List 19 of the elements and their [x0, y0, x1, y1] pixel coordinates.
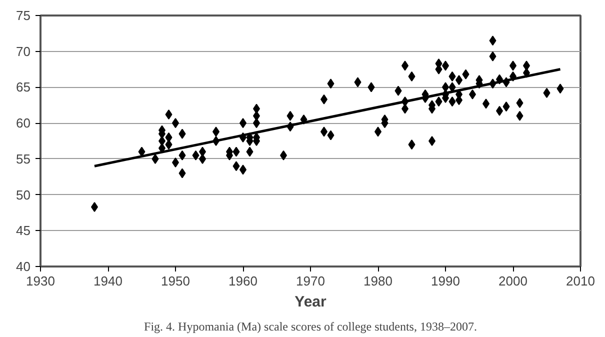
x-tick-label: 1940	[94, 274, 122, 288]
x-tick-label: 1950	[161, 274, 190, 288]
y-tick-label: 70	[16, 44, 31, 59]
x-tick-label: 1970	[296, 274, 325, 288]
y-tick-label: 50	[16, 187, 31, 202]
y-tick-label: 65	[16, 80, 31, 95]
y-tick-label: 75	[16, 8, 31, 23]
x-tick-label: 1990	[431, 274, 460, 288]
x-axis-title: Year	[294, 294, 327, 310]
x-tick-label: 2010	[566, 274, 595, 288]
x-tick-label: 1930	[26, 274, 55, 288]
y-tick-label: 40	[16, 259, 31, 274]
caption: Fig. 4. Hypomania (Ma) scale scores of college students, 1938–2007.	[144, 320, 477, 334]
y-tick-label: 55	[16, 151, 31, 166]
y-tick-label: 45	[16, 223, 31, 238]
x-tick-label: 2000	[498, 274, 528, 288]
x-tick-label: 1960	[228, 274, 258, 288]
y-tick-label: 60	[16, 116, 31, 131]
x-tick-label: 1980	[364, 274, 392, 288]
